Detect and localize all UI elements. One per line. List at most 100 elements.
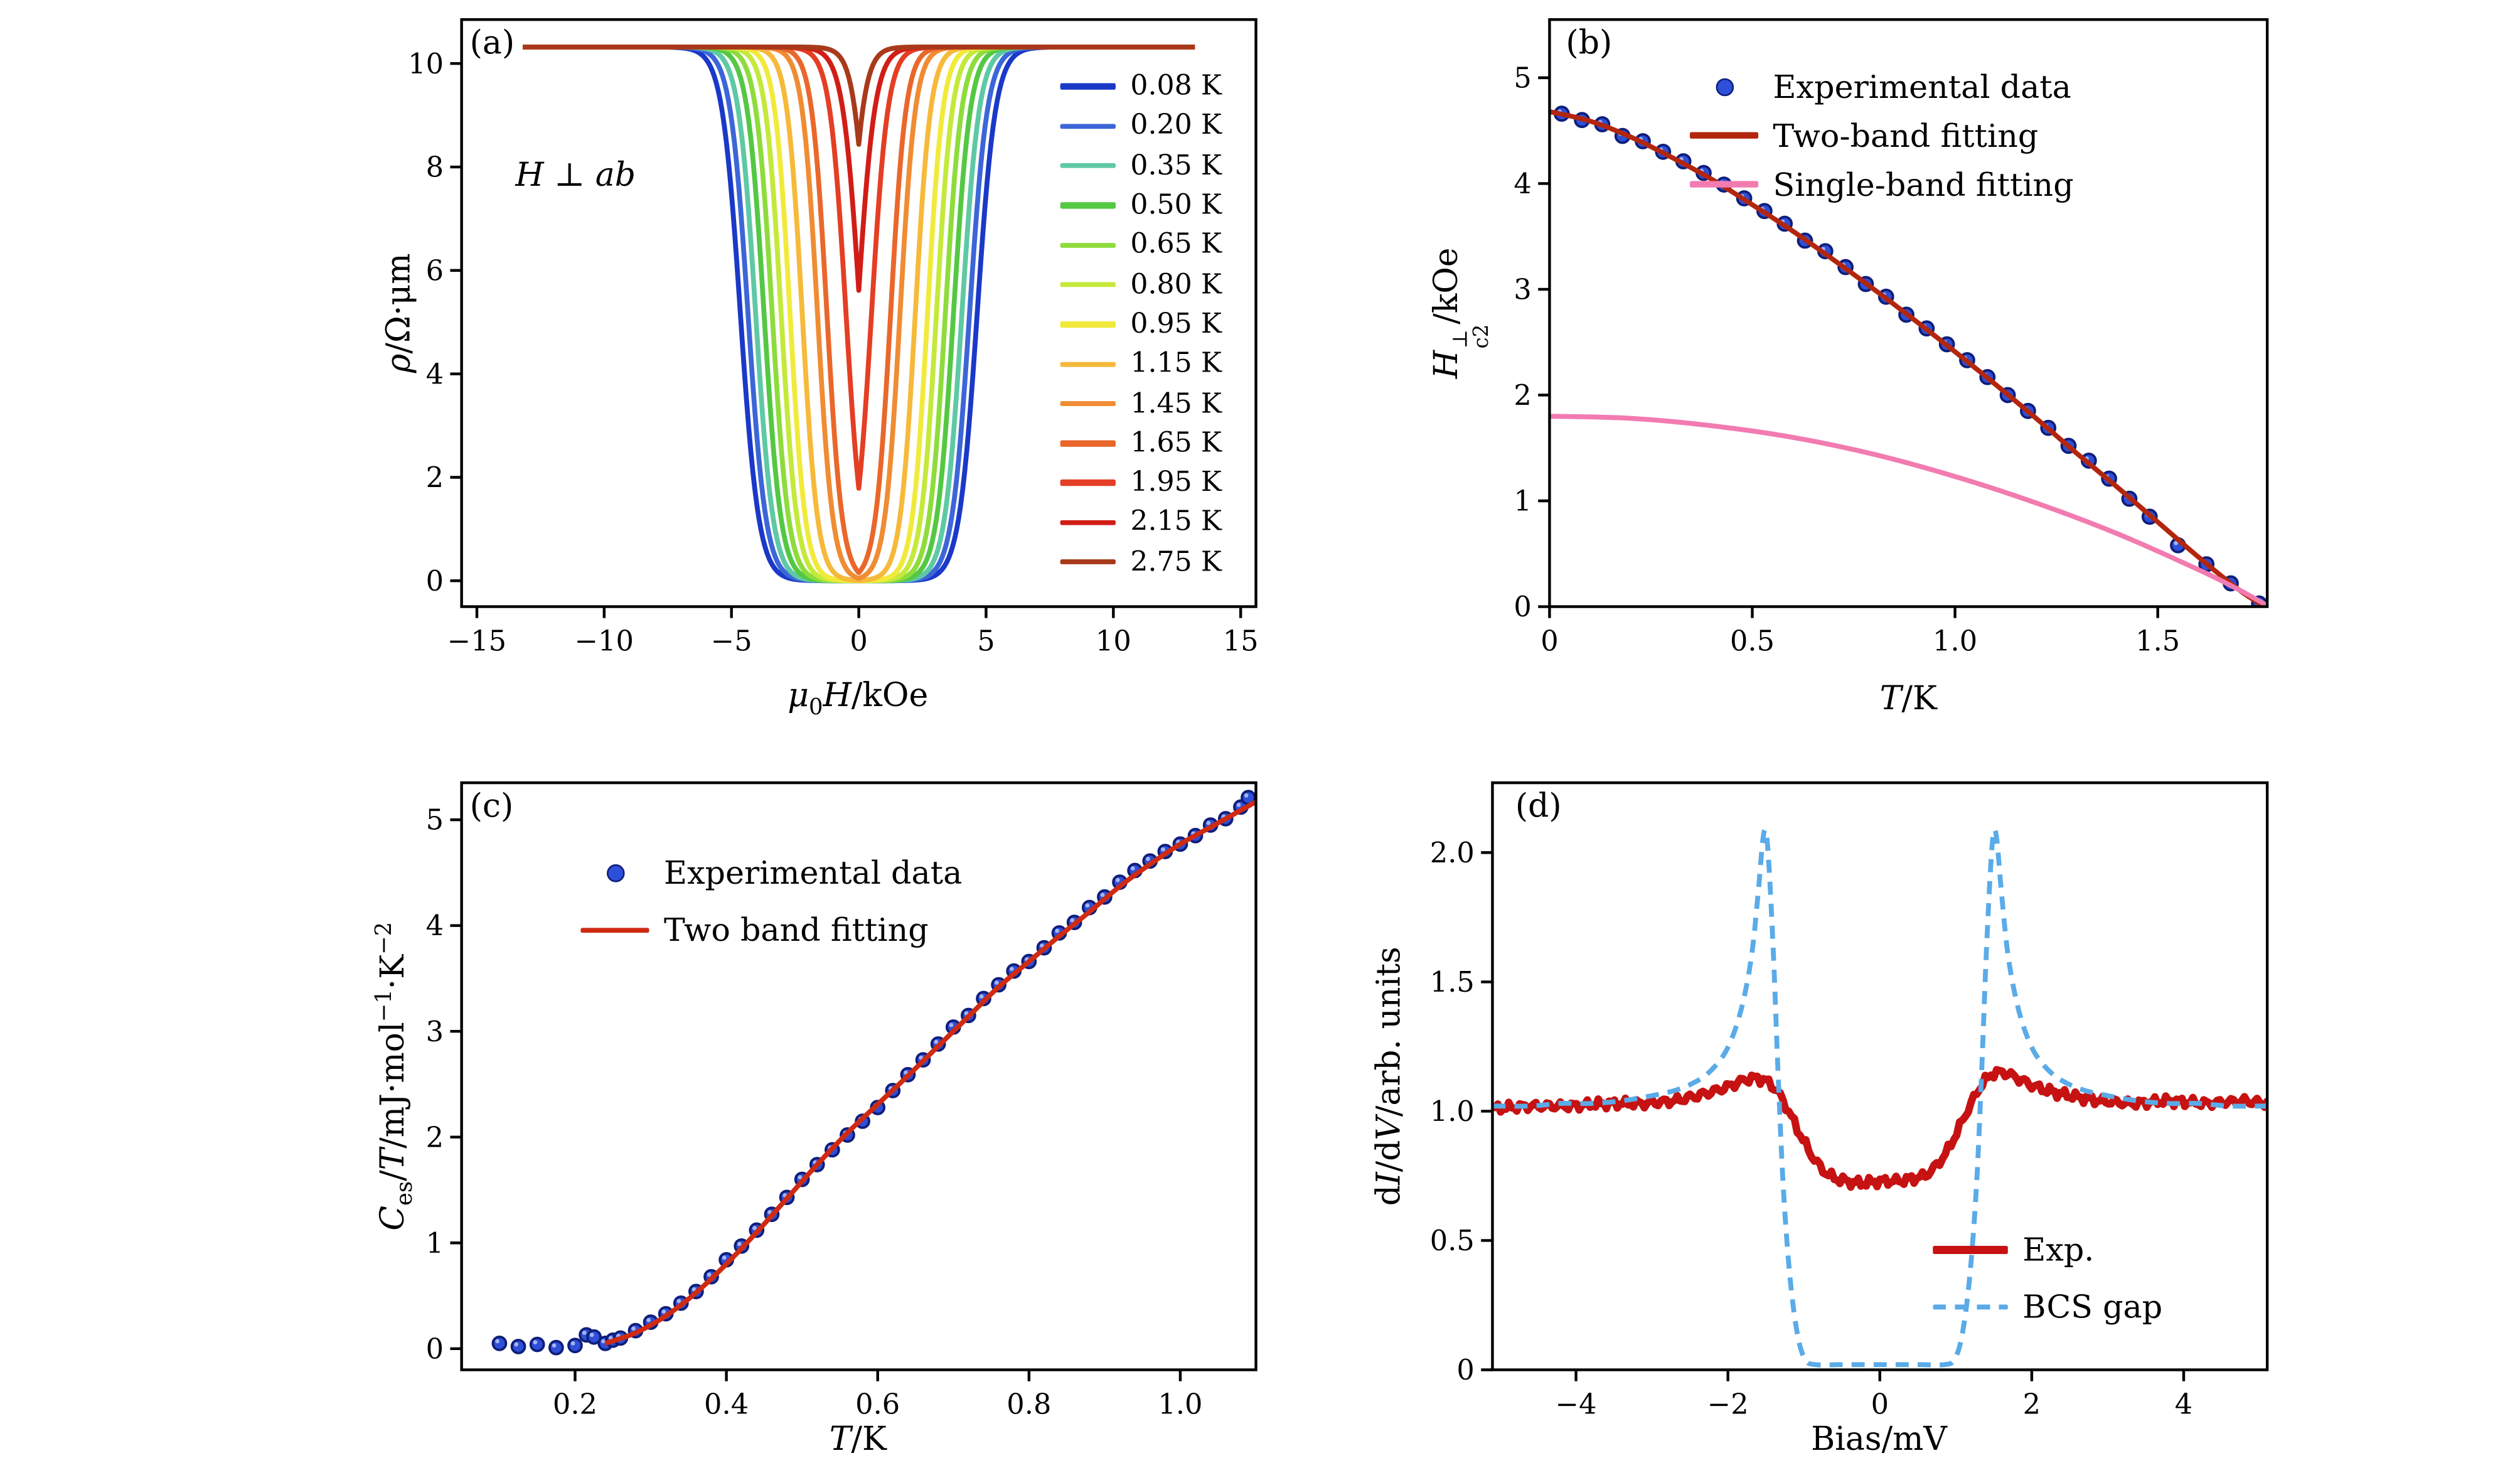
data-point-highlight: [737, 1241, 742, 1246]
data-point-highlight: [552, 1343, 557, 1348]
data-point-highlight: [1206, 820, 1211, 825]
series-fit-curve: [1549, 414, 2268, 607]
legend-label: Exp.: [2022, 1231, 2095, 1269]
x-tick-label: 4: [2175, 1388, 2192, 1421]
plot-svg-a: −15 −10 −5 0 5 10 15 0 2 4 6 8 10: [408, 18, 1259, 658]
data-point-highlight: [1236, 803, 1241, 807]
x-tick-label: 10: [1096, 625, 1131, 658]
legend-item: Exp.: [1933, 1221, 2162, 1278]
plot-svg-c: 0.2 0.4 0.6 0.8 1.0 0 1 2 3 4 5: [426, 781, 1257, 1421]
legend-item: BCS gap: [1933, 1278, 2162, 1336]
y-axis-label-c: Ces/T/mJ·mol−1·K−2: [371, 921, 419, 1231]
x-axis-label-b: T/K: [1879, 678, 1937, 718]
x-tick-label: 1.5: [2135, 625, 2180, 658]
x-tick-label: 15: [1223, 625, 1259, 658]
y-tick-label: 5: [426, 804, 444, 837]
y-axis-label-a: ρ/Ω·μm: [378, 253, 418, 373]
legend-swatch: [1060, 361, 1116, 367]
legend-d: Exp. BCS gap: [1933, 1221, 2162, 1336]
x-tick-label: 0: [1540, 625, 1558, 658]
data-point-highlight: [1244, 793, 1249, 798]
series-exp-curve: [1492, 1066, 2268, 1191]
x-tick-label: 0.8: [1006, 1388, 1051, 1421]
data-point: [491, 1336, 508, 1351]
data-point-highlight: [495, 1339, 499, 1344]
legend-item: 1.15 K: [1060, 344, 1222, 383]
x-tick-label: −10: [575, 625, 634, 658]
x-tick-label: 1.0: [1158, 1388, 1202, 1421]
series-group-b: [1549, 105, 2268, 607]
legend-label: 0.95 K: [1130, 308, 1222, 341]
data-point-highlight: [934, 1039, 939, 1044]
legend-label: 0.80 K: [1130, 268, 1222, 301]
data-point: [510, 1339, 526, 1354]
series-group-c: [491, 790, 1256, 1356]
data-point-highlight: [949, 1022, 954, 1027]
legend-label: 0.50 K: [1130, 189, 1222, 222]
legend-item: 0.80 K: [1060, 265, 1222, 304]
legend-label: Two-band fitting: [1773, 116, 2039, 154]
legend-swatch: [1060, 440, 1116, 446]
data-point-highlight: [646, 1317, 651, 1322]
legend-item: 2.75 K: [1060, 542, 1222, 582]
panel-b: 0 0.5 1.0 1.5 0 1 2 3 4 5 (b) T/K H ⊥ c2/kOe Experiment…: [1402, 0, 2316, 757]
x-tick-label: 0.6: [855, 1388, 900, 1421]
legend-label: 1.65 K: [1130, 427, 1222, 460]
legend-item: Experimental data: [1690, 62, 2074, 111]
y-tick-label: 8: [426, 151, 444, 184]
legend-swatch: [1060, 400, 1116, 407]
legend-swatch: [1060, 242, 1116, 249]
legend-swatch: [1060, 123, 1116, 129]
panel-tag-d: (d): [1515, 786, 1562, 825]
x-tick-label: 0.4: [704, 1388, 749, 1421]
legend-item: 0.50 K: [1060, 186, 1222, 225]
x-tick-label: 2: [2023, 1388, 2041, 1421]
x-axis-label-a: μ0H/kOe: [788, 675, 929, 721]
data-point-highlight: [514, 1342, 519, 1347]
legend-swatch: [1060, 559, 1116, 566]
panel-tag-c: (c): [469, 786, 514, 825]
y-axis-label-d: dI/dV/arb. units: [1368, 946, 1408, 1206]
plot-frame: [460, 781, 1257, 1371]
legend-swatch: [1933, 1304, 2008, 1310]
y-tick-label: 1: [1514, 485, 1531, 518]
series-group-d: [1492, 827, 2268, 1368]
data-point-highlight: [676, 1299, 681, 1304]
legend-swatch: [1690, 77, 1758, 95]
legend-label: BCS gap: [2022, 1288, 2163, 1326]
y-tick-label: 0: [1456, 1354, 1474, 1386]
data-point-highlight: [798, 1175, 803, 1180]
legend-label: 0.35 K: [1130, 149, 1222, 183]
y-axis-label-b: H ⊥ c2/kOe: [1426, 247, 1492, 379]
data-point-highlight: [1130, 866, 1135, 871]
data-point-highlight: [1100, 892, 1105, 898]
y-tick-label: 4: [426, 358, 444, 390]
series-fit-curve: [1549, 109, 2265, 607]
plot-svg-d: −4 −2 0 2 4 0 0.5 1.0 1.5 2.0: [1430, 781, 2269, 1421]
y-tick-label: 3: [426, 1016, 444, 1048]
y-tick-label: 2: [1514, 379, 1531, 412]
data-point-highlight: [1115, 877, 1120, 882]
legend-swatch: [1689, 181, 1759, 187]
data-point-highlight: [707, 1272, 712, 1277]
y-tick-label: 4: [1514, 168, 1531, 200]
plot-svg-b: 0 0.5 1.0 1.5 0 1 2 3 4 5: [1514, 18, 2269, 658]
data-point-highlight: [661, 1309, 666, 1314]
data-point-highlight: [722, 1255, 727, 1260]
legend-swatch: [1060, 163, 1116, 169]
series-fit-curve: [1492, 827, 2268, 1368]
y-tick-label: 0: [426, 565, 444, 598]
legend-swatch: [1689, 132, 1759, 139]
series-fit-curve: [604, 800, 1256, 1346]
legend-label: 0.65 K: [1130, 228, 1222, 262]
x-tick-label: −15: [447, 625, 506, 658]
x-tick-label: 0: [1871, 1388, 1889, 1421]
data-point-highlight: [1145, 857, 1150, 861]
y-tick-label: 0: [426, 1332, 444, 1365]
y-tick-label: 1: [426, 1227, 444, 1260]
y-tick-label: 1.0: [1430, 1095, 1475, 1128]
x-tick-label: −5: [711, 625, 752, 658]
legend-label: 2.15 K: [1130, 506, 1222, 539]
y-tick-label: 2: [426, 461, 444, 494]
